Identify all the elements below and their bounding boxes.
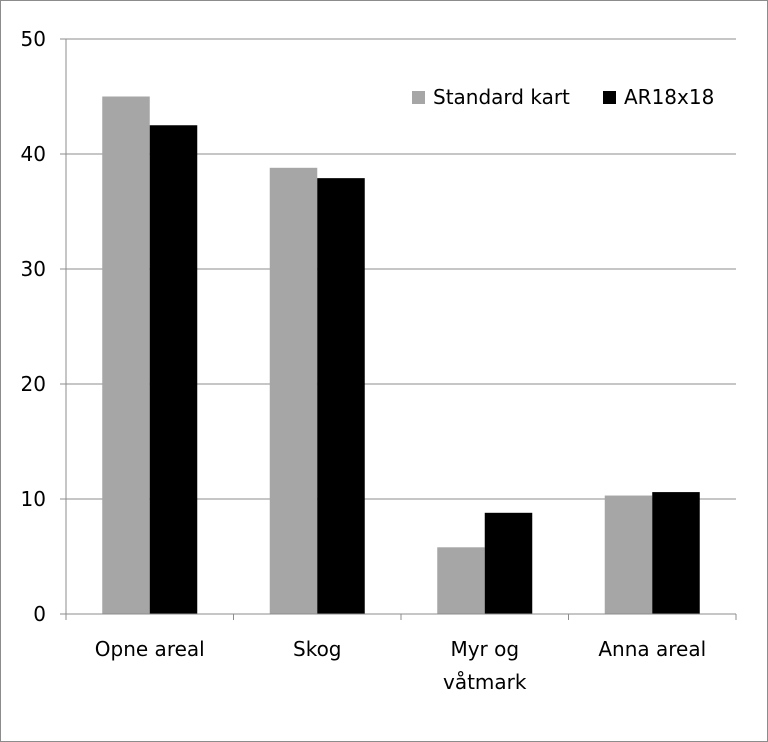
legend-swatch [603,91,616,104]
bars [102,96,700,615]
x-category-label: Opne areal [95,637,205,661]
y-tick-label: 0 [33,602,46,626]
x-category-label-line: Myr og [450,637,519,661]
legend-label: AR18x18 [624,85,714,109]
y-axis-ticks: 0 10 20 30 40 50 [21,27,46,626]
axes [60,38,737,620]
bar-standard-kart [437,547,485,614]
bar-ar18x18 [484,512,533,614]
bar-standard-kart [269,167,318,615]
y-tick-label: 50 [21,27,46,51]
x-category-label-line: våtmark [443,670,527,694]
legend-swatch [412,91,425,104]
x-category-label-line: Skog [293,637,342,661]
x-category-label-line: Opne areal [95,637,205,661]
y-tick-label: 10 [21,487,46,511]
legend-label: Standard kart [433,85,570,109]
legend: Standard kart AR18x18 [412,85,714,109]
bar-standard-kart [604,495,653,614]
x-category-label: Myr og våtmark [443,637,527,694]
x-category-label: Skog [293,637,342,661]
y-tick-label: 30 [21,257,46,281]
bar-standard-kart [102,96,150,614]
bar-ar18x18 [317,178,365,614]
x-category-label: Anna areal [598,637,706,661]
x-axis-labels: Opne areal Skog Myr og våtmark Anna areal [95,637,706,694]
bar-ar18x18 [149,125,198,614]
y-tick-label: 40 [21,142,46,166]
bar-ar18x18 [652,492,700,614]
x-category-label-line: Anna areal [598,637,706,661]
y-tick-label: 20 [21,372,46,396]
